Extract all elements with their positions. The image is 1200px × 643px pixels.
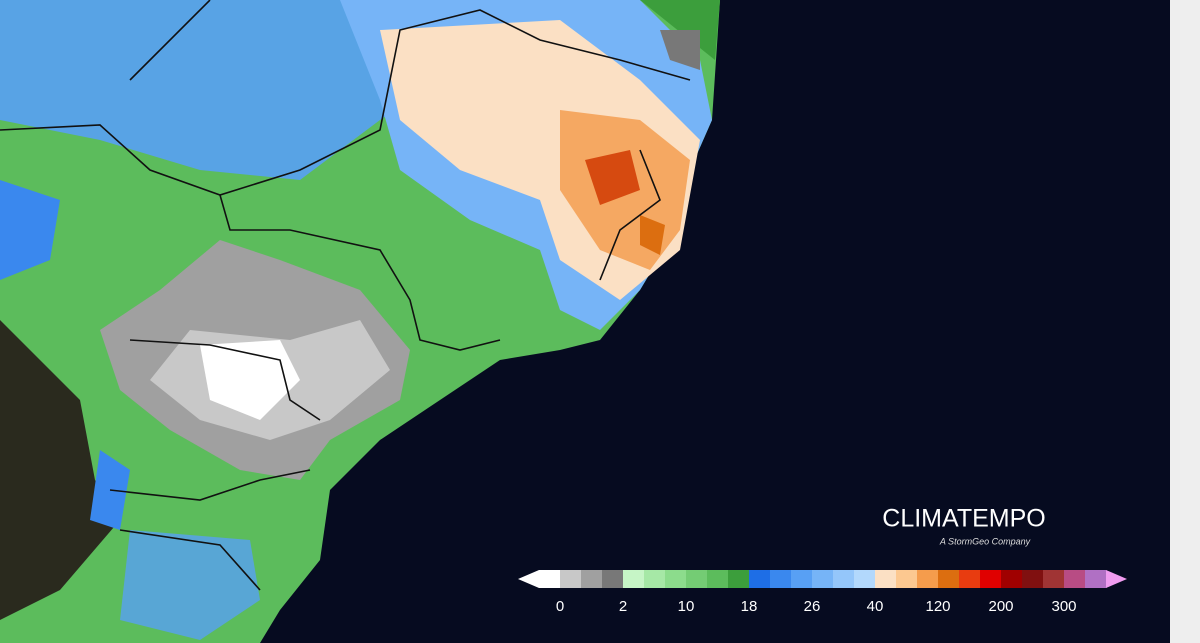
scale-swatch [602,570,624,588]
scale-swatch [665,570,687,588]
scale-swatch [1043,570,1065,588]
scale-swatch [749,570,771,588]
scale-label: 300 [1051,598,1076,615]
edge [1170,0,1200,643]
scale-label: 10 [678,598,695,615]
scale-label: 26 [804,598,821,615]
scale-swatch [1085,570,1107,588]
scale-swatch [833,570,855,588]
color-scale: 0 2 10 18 26 40 120 200 300 [518,570,1127,615]
scale-swatch [917,570,939,588]
scale-swatch [791,570,813,588]
scale-swatch [896,570,918,588]
scale-label: 2 [619,598,627,615]
scale-swatch [623,570,645,588]
scale-swatch [770,570,792,588]
scale-label: 40 [867,598,884,615]
scale-swatch [1001,570,1023,588]
scale-label: 120 [925,598,950,615]
land [0,0,720,643]
scale-label: 18 [741,598,758,615]
scale-swatch [707,570,729,588]
brand-name: CLIMATEMPO [882,505,1045,533]
scale-swatch [686,570,708,588]
scale-swatch [1064,570,1086,588]
scale-swatch [581,570,603,588]
scale-swatch [938,570,960,588]
scale-label: 0 [556,598,564,615]
scale-swatch [1022,570,1044,588]
borders [0,0,691,591]
scale-swatch [539,570,561,588]
scale-label: 200 [988,598,1013,615]
scale-swatch [728,570,750,588]
scale-swatch [959,570,981,588]
scale-swatch [644,570,666,588]
scale-swatch [854,570,876,588]
scale-swatch [560,570,582,588]
scale-swatch [875,570,897,588]
scale-arrow-right [1106,570,1127,588]
scale-swatch [980,570,1002,588]
brand-tagline: A StormGeo Company [939,536,1031,546]
scale-swatch [812,570,834,588]
scale-arrow-left [518,570,539,588]
